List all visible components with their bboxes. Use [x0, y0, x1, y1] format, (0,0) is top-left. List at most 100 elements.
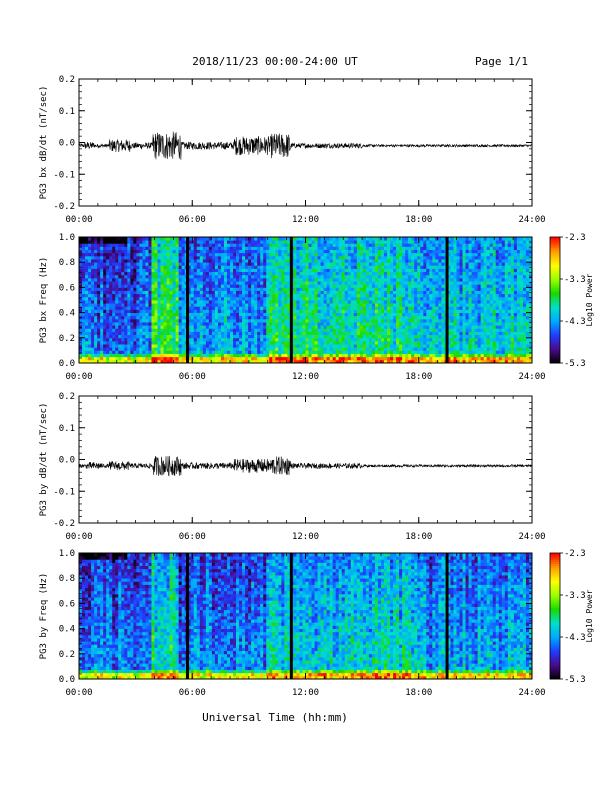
heatmap-cell — [317, 274, 321, 279]
heatmap-cell — [320, 246, 325, 250]
heatmap-cell — [88, 334, 92, 339]
heatmap-cell — [335, 268, 340, 273]
heatmap-cell — [199, 252, 204, 257]
heatmap-cell — [248, 249, 252, 254]
heatmap-cell — [311, 259, 315, 263]
heatmap-cell — [435, 246, 439, 250]
heatmap-cell — [278, 331, 282, 336]
heatmap-cell — [148, 318, 152, 323]
heatmap-cell — [381, 290, 385, 295]
heatmap-cell — [79, 334, 83, 339]
heatmap-cell — [187, 340, 192, 345]
heatmap-cell — [163, 296, 167, 301]
heatmap-cell — [94, 268, 98, 273]
heatmap-cell — [187, 271, 192, 276]
heatmap-cell — [142, 328, 146, 332]
heatmap-cell — [103, 312, 107, 317]
heatmap-cell — [196, 318, 201, 323]
heatmap-cell — [308, 243, 312, 247]
heatmap-cell — [205, 255, 210, 260]
heatmap-cell — [260, 359, 264, 364]
heatmap-cell — [353, 325, 358, 329]
heatmap-cell — [293, 268, 297, 273]
heatmap-cell — [302, 243, 306, 247]
heatmap-cell — [441, 265, 445, 269]
heatmap-cell — [190, 268, 195, 273]
heatmap-cell — [127, 325, 131, 329]
heatmap-cell — [233, 262, 237, 266]
heatmap-cell — [190, 252, 195, 257]
heatmap-cell — [402, 240, 406, 244]
heatmap-cell — [248, 337, 252, 342]
heatmap-cell — [94, 281, 98, 285]
heatmap-cell — [97, 296, 101, 301]
heatmap-cell — [275, 350, 279, 354]
heatmap-cell — [181, 325, 186, 329]
heatmap-cell — [411, 331, 415, 336]
heatmap-cell — [371, 246, 376, 250]
heatmap-cell — [414, 347, 418, 351]
heatmap-cell — [365, 300, 370, 304]
heatmap-cell — [365, 318, 370, 323]
heatmap-cell — [220, 293, 225, 298]
heatmap-cell — [106, 315, 110, 320]
heatmap-cell — [323, 303, 328, 307]
heatmap-cell — [417, 337, 421, 342]
heatmap-cell — [118, 347, 122, 351]
heatmap-cell — [260, 315, 264, 320]
heatmap-cell — [103, 315, 107, 320]
heatmap-cell — [263, 259, 267, 263]
heatmap-cell — [208, 325, 213, 329]
heatmap-cell — [220, 243, 225, 247]
heatmap-cell — [236, 271, 240, 276]
heatmap-cell — [254, 246, 258, 250]
heatmap-cell — [163, 265, 167, 269]
heatmap-cell — [432, 252, 436, 257]
heatmap-cell — [329, 293, 334, 298]
heatmap-cell — [338, 359, 343, 364]
heatmap-cell — [387, 290, 391, 295]
heatmap-cell — [338, 271, 343, 276]
heatmap-cell — [193, 340, 198, 345]
heatmap-cell — [266, 300, 270, 304]
heatmap-cell — [396, 290, 400, 295]
heatmap-cell — [145, 237, 149, 241]
heatmap-cell — [311, 249, 315, 254]
heatmap-cell — [299, 274, 303, 279]
heatmap-cell — [245, 322, 249, 326]
heatmap-cell — [196, 312, 201, 317]
heatmap-cell — [350, 356, 355, 361]
heatmap-cell — [217, 268, 222, 273]
heatmap-cell — [88, 325, 92, 329]
heatmap-cell — [233, 300, 237, 304]
heatmap-cell — [435, 344, 439, 348]
heatmap-cell — [208, 331, 213, 336]
heatmap-cell — [91, 255, 95, 260]
heatmap-cell — [236, 237, 240, 241]
heatmap-cell — [275, 322, 279, 326]
heatmap-cell — [335, 293, 340, 298]
heatmap-cell — [362, 350, 367, 354]
heatmap-cell — [402, 350, 406, 354]
heatmap-cell — [347, 334, 352, 339]
heatmap-cell — [220, 262, 225, 266]
heatmap-cell — [293, 274, 297, 279]
heatmap-cell — [332, 312, 337, 317]
heatmap-cell — [368, 318, 373, 323]
heatmap-cell — [169, 281, 174, 285]
heatmap-cell — [181, 293, 186, 298]
heatmap-cell — [326, 312, 331, 317]
heatmap-cell — [263, 252, 267, 257]
heatmap-cell — [109, 350, 113, 354]
heatmap-cell — [151, 334, 155, 339]
heatmap-cell — [411, 240, 415, 244]
heatmap-cell — [196, 268, 201, 273]
heatmap-cell — [127, 259, 131, 263]
heatmap-cell — [314, 281, 318, 285]
heatmap-cell — [341, 312, 346, 317]
heatmap-cell — [314, 265, 318, 269]
heatmap-cell — [175, 347, 180, 351]
heatmap-cell — [302, 359, 306, 364]
heatmap-cell — [408, 274, 412, 279]
heatmap-cell — [311, 328, 315, 332]
